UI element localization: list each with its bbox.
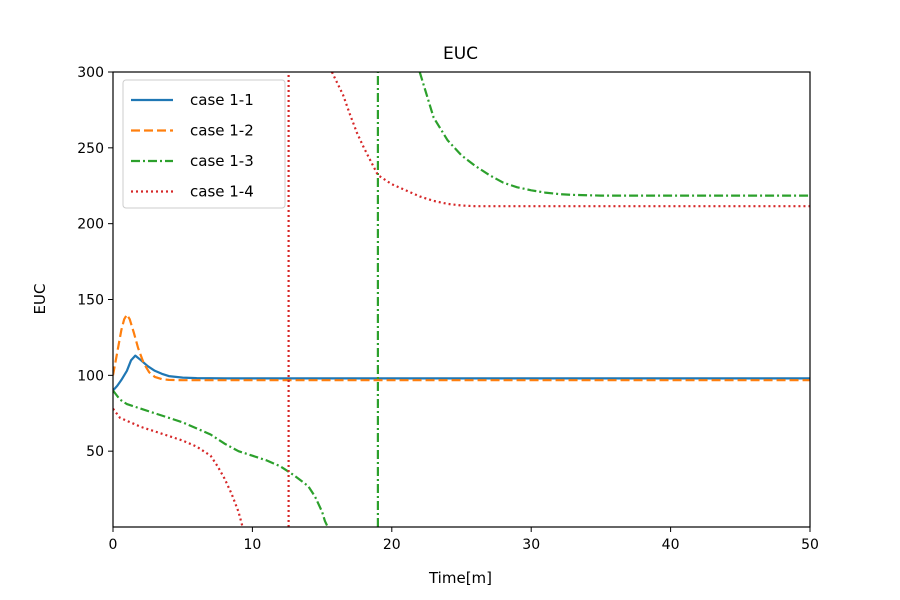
series-line-3-segment-1 xyxy=(113,389,329,527)
series-layer xyxy=(113,72,810,527)
series-line-4-segment-1 xyxy=(113,408,244,527)
legend-label-4: case 1-4 xyxy=(190,183,254,201)
y-tick-label: 150 xyxy=(77,293,104,309)
y-tick-label: 100 xyxy=(77,368,104,384)
legend-label-2: case 1-2 xyxy=(190,122,254,140)
x-tick-label: 30 xyxy=(522,537,540,553)
x-tick-label: 20 xyxy=(383,537,401,553)
x-tick-label: 10 xyxy=(243,537,261,553)
y-axis-label: EUC xyxy=(31,284,49,315)
y-tick-label: 250 xyxy=(77,141,104,157)
series-line-3-segment-3 xyxy=(418,72,810,197)
y-tick-label: 300 xyxy=(77,65,104,81)
legend-box xyxy=(122,79,286,209)
legend-label-1: case 1-1 xyxy=(190,91,254,109)
y-tick-label: 200 xyxy=(77,217,104,233)
series-line-2-segment-1 xyxy=(113,313,810,382)
x-tick-label: 50 xyxy=(801,537,819,553)
chart-title: EUC xyxy=(443,44,478,64)
series-line-4-segment-3 xyxy=(330,72,810,208)
x-tick-label: 0 xyxy=(109,537,118,553)
axis-ticks: 0 10 20 30 40 50 50 100 150 200 250 300 xyxy=(77,65,819,553)
x-tick-label: 40 xyxy=(662,537,680,553)
x-axis-label: Time[m] xyxy=(428,569,492,587)
y-tick-label: 50 xyxy=(86,444,104,460)
legend-label-3: case 1-3 xyxy=(190,152,254,170)
series-line-1-segment-1 xyxy=(113,354,810,392)
legend: case 1-1 case 1-2 case 1-3 case 1-4 xyxy=(122,79,286,209)
